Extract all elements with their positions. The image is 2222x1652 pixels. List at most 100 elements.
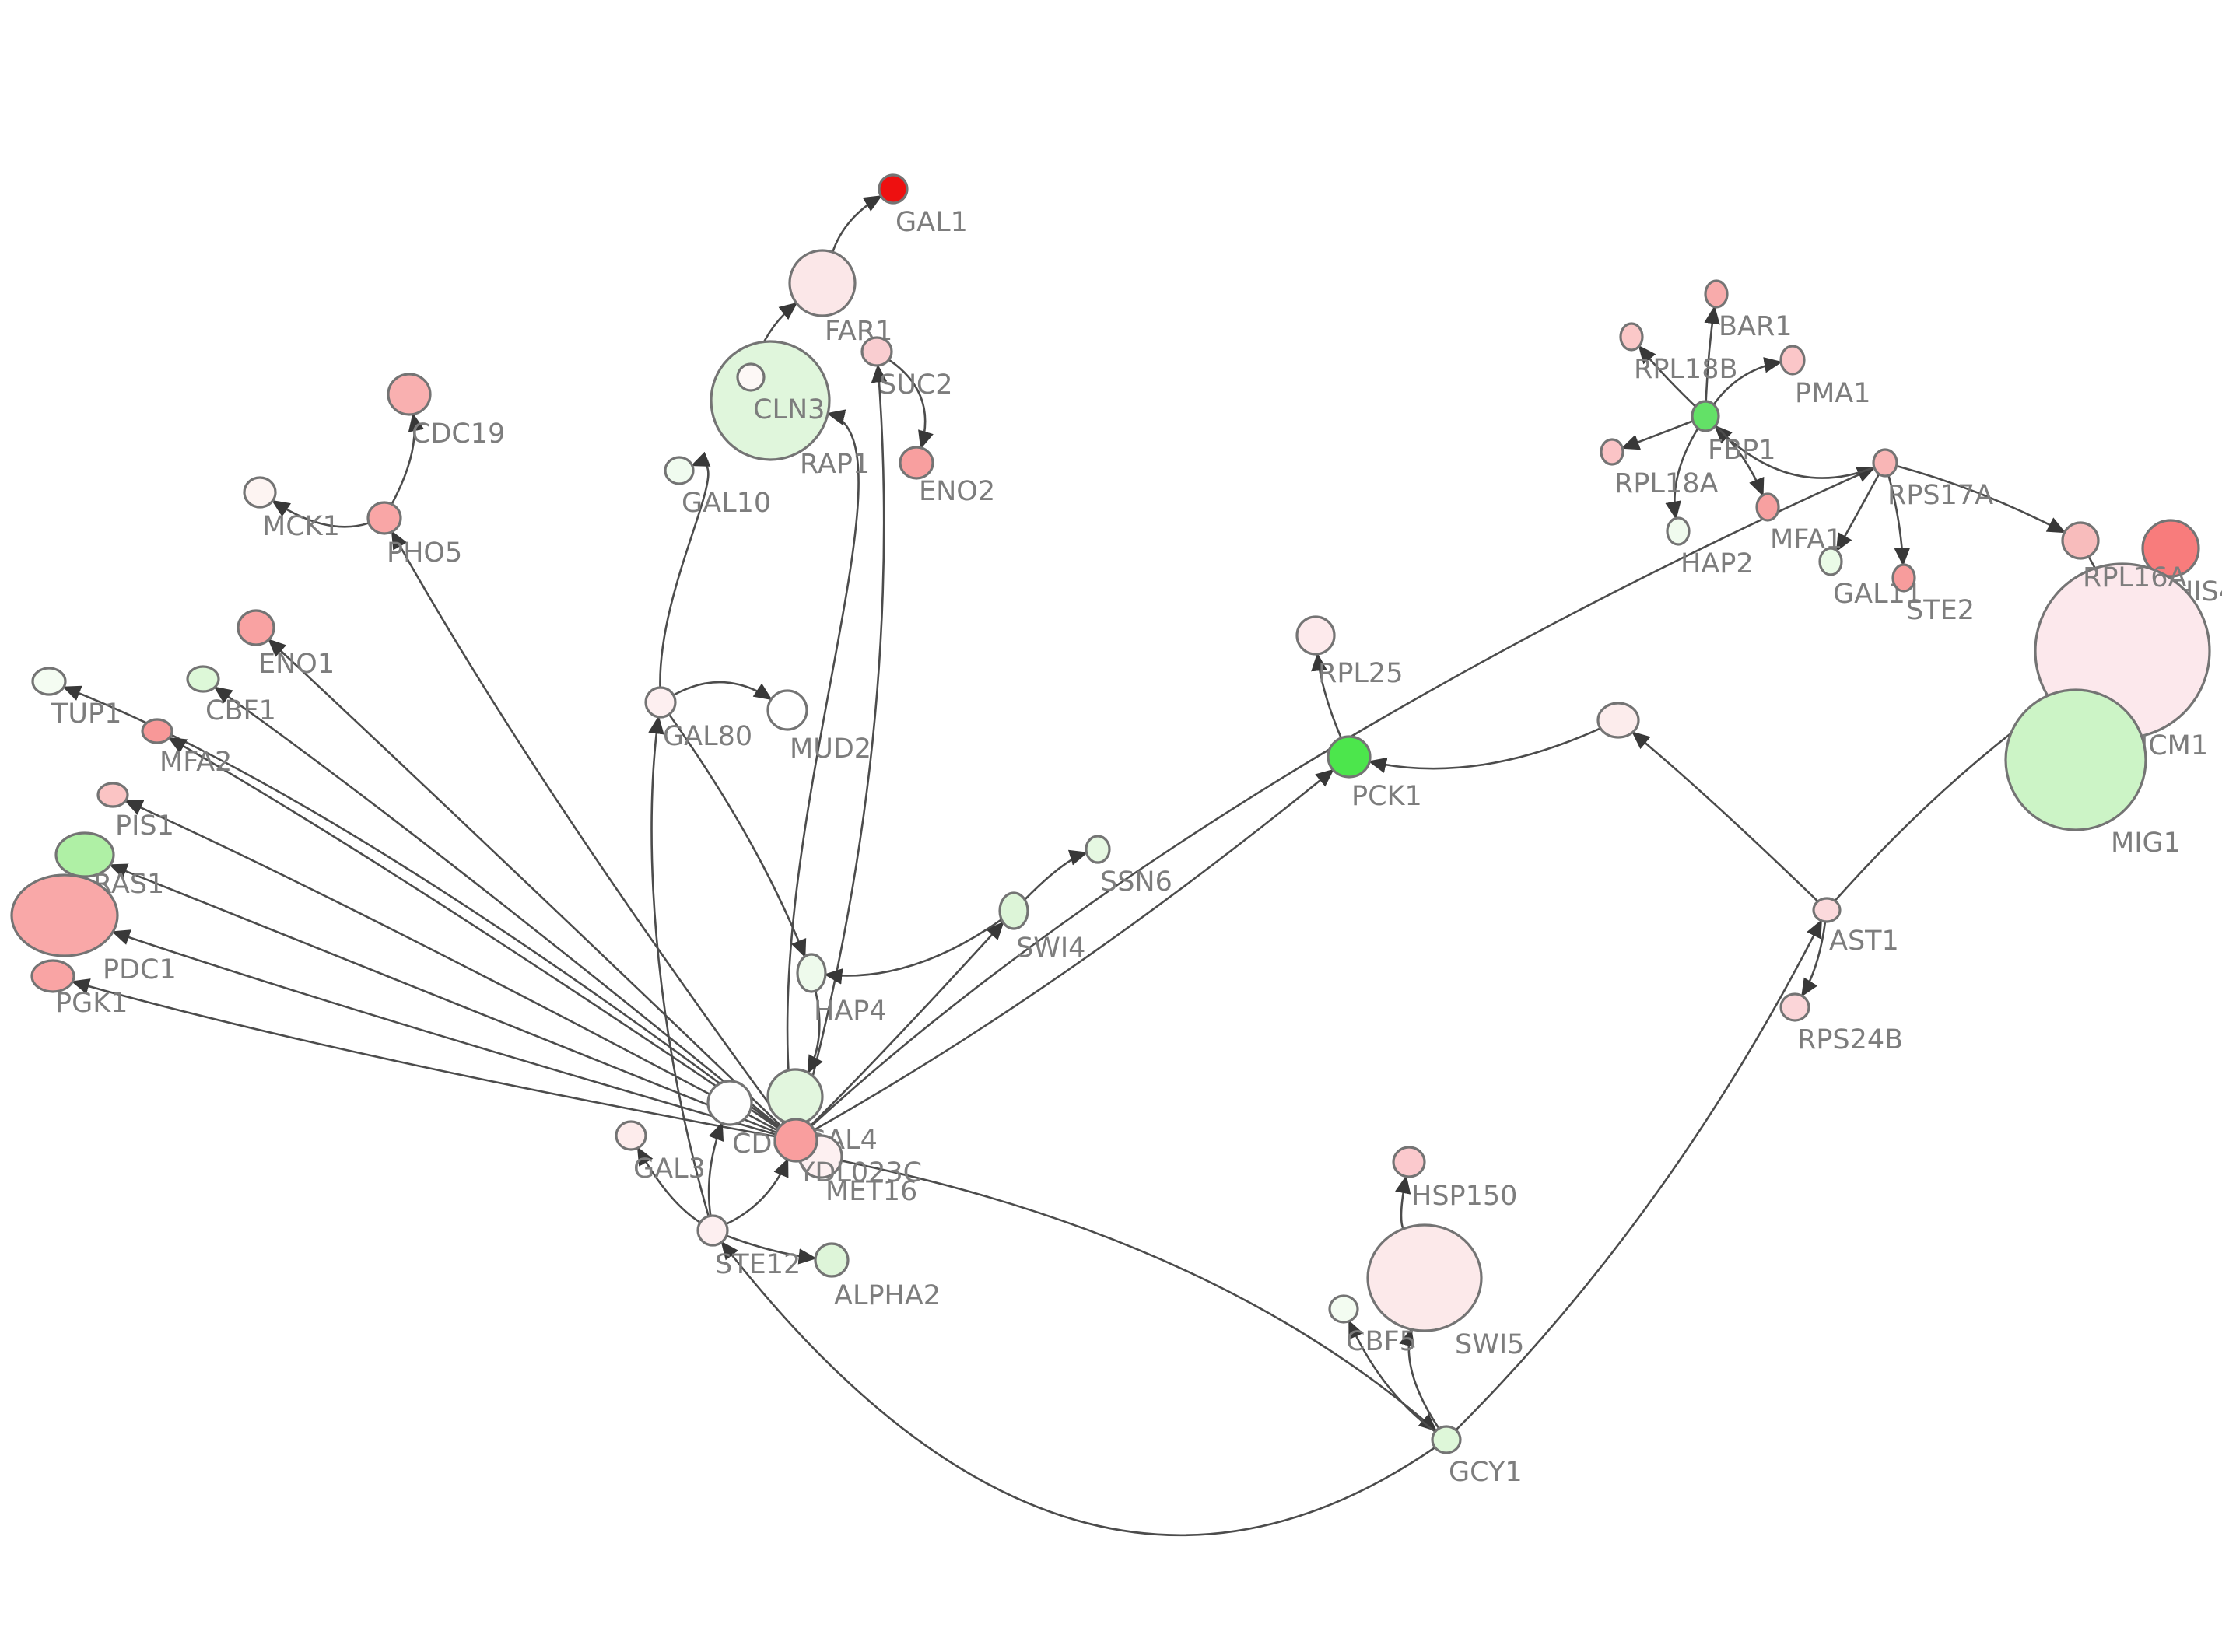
- edge-PHO5-MCK1[interactable]: [271, 499, 370, 528]
- node-HSP150[interactable]: HSP150: [1392, 1146, 1517, 1212]
- node-shape-MFA1[interactable]: [1755, 492, 1780, 522]
- edge-GAL80-MUD2[interactable]: [672, 681, 773, 701]
- node-shape-MUD2[interactable]: [766, 689, 808, 731]
- node-shape-PCK1[interactable]: [1327, 735, 1372, 779]
- node-GAL3[interactable]: GAL3: [615, 1120, 706, 1185]
- node-shape-MFA2[interactable]: [141, 718, 173, 744]
- edge-YDL023C-RAS1[interactable]: [108, 863, 777, 1134]
- node-MFA1[interactable]: MFA1: [1755, 492, 1842, 555]
- node-MUD2[interactable]: MUD2: [766, 689, 871, 765]
- edge-AST1-UNNAMED[interactable]: [1631, 731, 1819, 902]
- node-shape-STE12[interactable]: [696, 1214, 729, 1247]
- node-shape-GAL10[interactable]: [664, 456, 695, 485]
- node-shape-GCY1[interactable]: [1431, 1425, 1462, 1454]
- node-TUP1[interactable]: TUP1: [31, 667, 121, 730]
- node-shape-ALPHA2[interactable]: [814, 1242, 850, 1278]
- node-shape-GAL11[interactable]: [1818, 547, 1843, 576]
- node-MFA2[interactable]: MFA2: [141, 718, 232, 778]
- node-shape-RPL16A[interactable]: [2061, 521, 2100, 560]
- node-shape-AST1[interactable]: [1812, 897, 1842, 923]
- edge-FBP1-BAR1[interactable]: [1704, 305, 1720, 402]
- node-shape-BAR1[interactable]: [1704, 279, 1729, 309]
- node-ENO1[interactable]: ENO1: [237, 609, 335, 680]
- edge-YDL023C-ENO1[interactable]: [268, 639, 782, 1127]
- edge-STE12-ALPHA2[interactable]: [726, 1234, 817, 1265]
- edge-SWI4-HAP4[interactable]: [824, 919, 1003, 985]
- node-RPS17A[interactable]: RPS17A: [1872, 448, 1993, 511]
- node-shape-CBF1[interactable]: [186, 665, 220, 693]
- node-GAL10[interactable]: GAL10: [664, 456, 771, 519]
- node-STE2[interactable]: STE2: [1891, 563, 1975, 626]
- node-shape-RPL18B[interactable]: [1619, 322, 1644, 352]
- node-RPL18A[interactable]: RPL18A: [1600, 438, 1718, 499]
- node-GCY1[interactable]: GCY1: [1431, 1425, 1523, 1488]
- edge-YDL023C-MFA2[interactable]: [167, 737, 780, 1129]
- edge-HAP4-GAL4[interactable]: [807, 990, 823, 1074]
- node-FBP1[interactable]: FBP1: [1691, 400, 1776, 466]
- node-CBF5[interactable]: CBF5: [1328, 1294, 1417, 1357]
- node-shape-SUC2[interactable]: [860, 336, 893, 367]
- edge-AST1-RPS24B[interactable]: [1800, 921, 1827, 997]
- node-RPL25[interactable]: RPL25: [1295, 615, 1403, 689]
- edge-YDL023C-RAP1[interactable]: [786, 409, 860, 1120]
- node-shape-RPL25[interactable]: [1295, 615, 1336, 656]
- node-HAP2[interactable]: HAP2: [1666, 516, 1754, 579]
- node-ALPHA2[interactable]: ALPHA2: [814, 1242, 941, 1311]
- edge-SUC2-ENO2[interactable]: [888, 359, 934, 450]
- edge-STE12-YDL023C[interactable]: [725, 1158, 789, 1226]
- node-shape-RPL18A[interactable]: [1600, 438, 1624, 466]
- edge-YDL023C-CBF1[interactable]: [213, 686, 780, 1128]
- node-shape-ENO2[interactable]: [899, 446, 934, 480]
- edge-GCY1-SWI5[interactable]: [1399, 1328, 1440, 1430]
- node-shape-MIG1[interactable]: [2004, 688, 2147, 831]
- edge-GAL80-HAP4[interactable]: [668, 713, 807, 958]
- node-FAR1[interactable]: FAR1: [788, 249, 892, 347]
- edge-FBP1-MFA1[interactable]: [1715, 425, 1765, 497]
- edge-GCY1-AST1[interactable]: [1455, 919, 1823, 1431]
- node-shape-PHO5[interactable]: [366, 501, 402, 535]
- node-shape-MCK1[interactable]: [243, 476, 277, 509]
- edge-GAL80-GAL10[interactable]: [659, 451, 711, 688]
- node-RPL16A[interactable]: RPL16A: [2061, 521, 2186, 593]
- edge-RPS17A-FBP1[interactable]: [1714, 425, 1875, 479]
- node-shape-GAL4[interactable]: [766, 1068, 824, 1125]
- edge-STE12-GAL3[interactable]: [636, 1146, 701, 1223]
- node-PMA1[interactable]: PMA1: [1779, 345, 1871, 409]
- node-MIG1[interactable]: MIG1: [2004, 688, 2181, 859]
- node-shape-TUP1[interactable]: [31, 667, 67, 696]
- node-shape-GAL1[interactable]: [878, 173, 909, 205]
- node-shape-YDL023C[interactable]: [773, 1118, 818, 1163]
- edge-FBP1-HAP2[interactable]: [1665, 428, 1699, 520]
- edge-RPS17A-RPL16A[interactable]: [1896, 464, 2066, 534]
- node-YDL023C[interactable]: YDL023C: [773, 1118, 922, 1188]
- edge-PCK1-RPL25[interactable]: [1311, 653, 1342, 739]
- node-shape-GAL3[interactable]: [615, 1120, 647, 1151]
- node-shape-PIS1[interactable]: [96, 782, 129, 808]
- node-shape-CDC28[interactable]: [706, 1080, 753, 1126]
- edge-FBP1-RPL18A[interactable]: [1621, 420, 1694, 450]
- node-shape-CLN3[interactable]: [736, 362, 766, 392]
- node-HAP4[interactable]: HAP4: [796, 953, 887, 1027]
- node-shape-SSN6[interactable]: [1085, 835, 1111, 864]
- edge-SWI4-SSN6[interactable]: [1024, 849, 1088, 901]
- node-CBF1[interactable]: CBF1: [186, 665, 276, 726]
- node-shape-PMA1[interactable]: [1779, 345, 1806, 376]
- node-PGK1[interactable]: PGK1: [30, 959, 128, 1019]
- node-PIS1[interactable]: PIS1: [96, 782, 174, 842]
- node-shape-SWI5[interactable]: [1366, 1223, 1483, 1332]
- node-shape-ENO1[interactable]: [237, 609, 275, 646]
- node-shape-HSP150[interactable]: [1392, 1146, 1426, 1178]
- node-shape-GAL80[interactable]: [644, 686, 677, 719]
- node-shape-HAP2[interactable]: [1666, 516, 1691, 546]
- edge-RPS17A-GAL11[interactable]: [1835, 473, 1880, 552]
- edge-MET16-GCY1[interactable]: [841, 1160, 1438, 1432]
- node-AST1[interactable]: AST1: [1812, 897, 1899, 957]
- edge-STE12-GAL80[interactable]: [648, 715, 710, 1217]
- node-shape-STE2[interactable]: [1891, 563, 1916, 593]
- node-CDC19[interactable]: CDC19: [387, 373, 505, 450]
- node-PCK1[interactable]: PCK1: [1327, 735, 1422, 812]
- node-MCK1[interactable]: MCK1: [243, 476, 340, 542]
- edge-YDL023C-PDC1[interactable]: [111, 929, 776, 1136]
